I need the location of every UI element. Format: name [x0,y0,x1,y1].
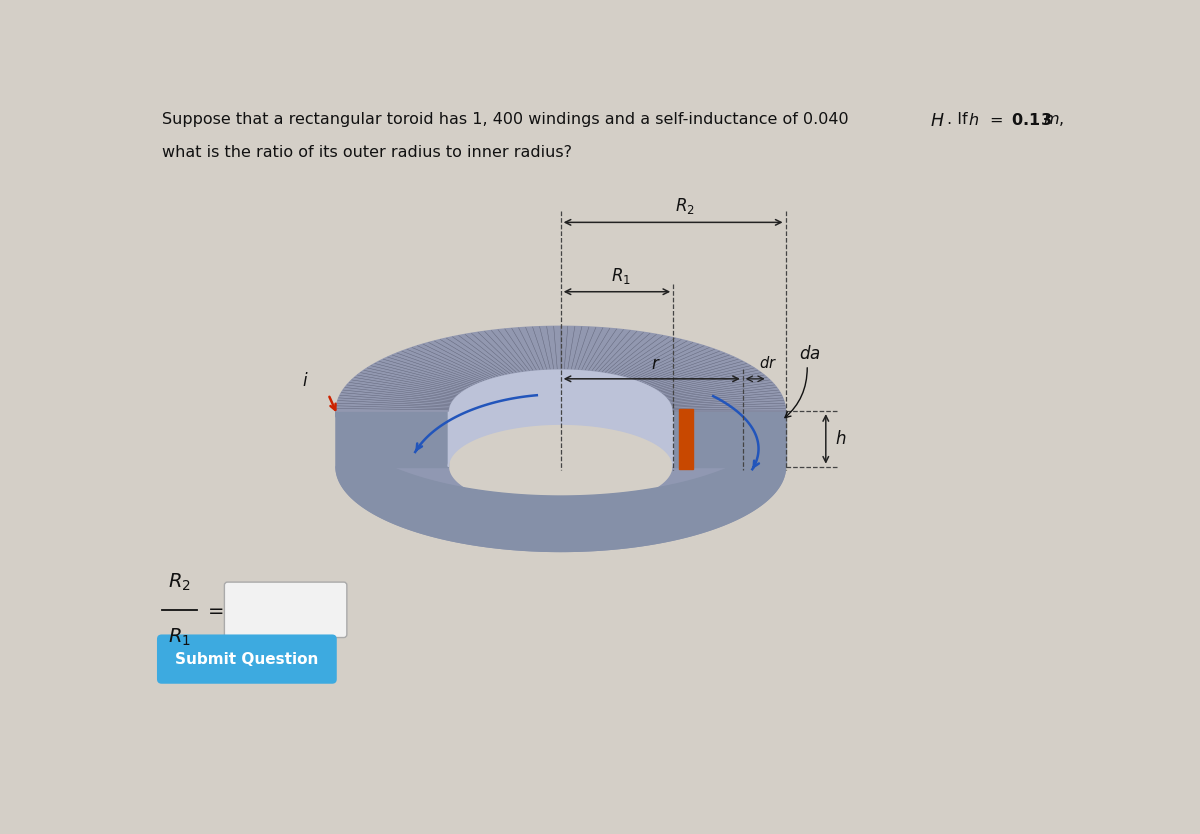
Text: $R_2$: $R_2$ [674,196,695,216]
FancyBboxPatch shape [157,635,337,684]
Text: $=$: $=$ [204,600,224,620]
Text: $dr$: $dr$ [760,355,778,371]
Text: $R_2$: $R_2$ [168,571,191,593]
Text: . If: . If [947,113,972,128]
Text: $r$: $r$ [650,354,660,373]
Text: $h$: $h$ [835,430,846,448]
Polygon shape [336,326,786,411]
Polygon shape [336,411,449,466]
Polygon shape [449,369,673,466]
Text: Suppose that a rectangular toroid has 1, 400 windings and a self-inductance of 0: Suppose that a rectangular toroid has 1,… [162,113,853,128]
Text: $R_1$: $R_1$ [168,627,191,648]
Text: Submit Question: Submit Question [175,651,318,666]
Text: $R_1$: $R_1$ [611,265,631,285]
FancyBboxPatch shape [224,582,347,637]
Polygon shape [336,466,786,551]
Text: $h$: $h$ [967,113,979,128]
Text: what is the ratio of its outer radius to inner radius?: what is the ratio of its outer radius to… [162,145,571,160]
Text: $H$: $H$ [930,113,946,130]
Text: $da$: $da$ [799,345,821,364]
Polygon shape [673,411,786,466]
Text: $m$: $m$ [1043,113,1060,128]
Text: ,: , [1058,113,1063,128]
Polygon shape [336,411,786,551]
Text: $i$: $i$ [302,372,308,389]
Text: $=$ 0.13: $=$ 0.13 [980,113,1054,128]
Polygon shape [679,409,694,469]
